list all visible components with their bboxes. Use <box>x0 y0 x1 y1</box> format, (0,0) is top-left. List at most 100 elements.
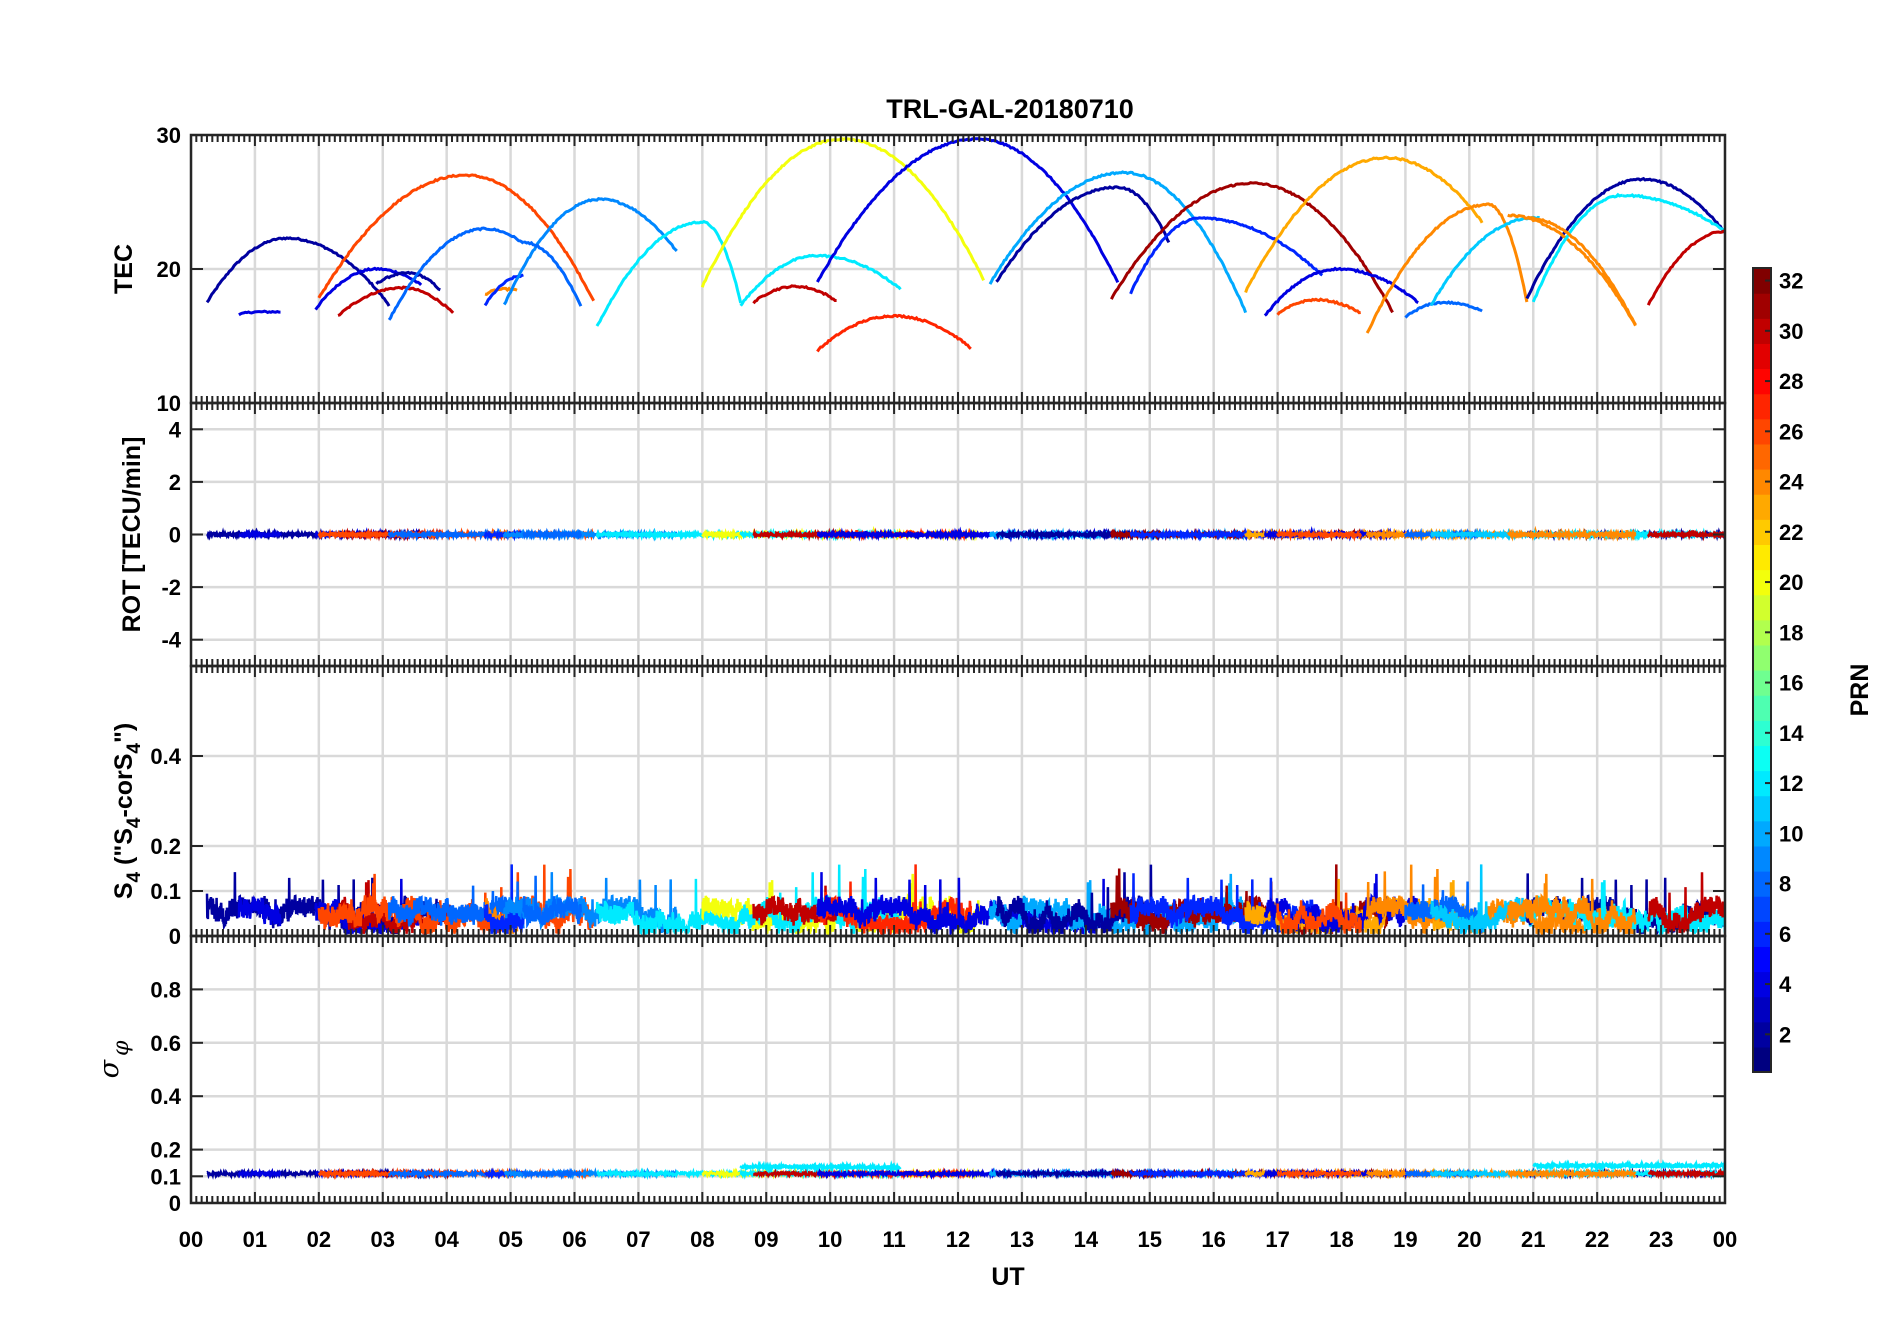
colorbar-segment <box>1753 594 1771 621</box>
colorbar-tick-label: 18 <box>1779 620 1803 645</box>
x-tick-label: 14 <box>1074 1227 1099 1252</box>
tec-arc-prn-12 <box>1531 192 1623 303</box>
colorbar-segment <box>1753 946 1771 973</box>
tec-arc-prn-31 <box>1110 181 1394 314</box>
tec-panel: 10 20 30 TEC <box>110 123 1727 416</box>
colorbar-segment <box>1753 469 1771 495</box>
colorbar-tick-label: 8 <box>1779 872 1791 897</box>
sigma-series-prn-30 <box>1647 1167 1725 1181</box>
tec-arc-prn-12 <box>595 219 743 327</box>
colorbar-segment <box>1753 494 1771 520</box>
colorbar-segment <box>1753 820 1771 847</box>
sigma-series-prn-26 <box>1276 1167 1362 1180</box>
y-tick-label: 0.2 <box>150 1138 181 1163</box>
y-tick-label: 10 <box>157 391 181 416</box>
s4-series-prn-8 <box>522 875 583 929</box>
y-tick-label: 0 <box>169 523 181 548</box>
y-tick-label: -2 <box>161 575 181 600</box>
colorbar-tick-label: 6 <box>1779 922 1791 947</box>
x-tick-label: 00 <box>179 1227 203 1252</box>
y-tick-label: -4 <box>161 628 181 653</box>
colorbar-segment <box>1753 996 1771 1023</box>
tec-arc-prn-23 <box>1244 155 1484 294</box>
rot-series-prn-26 <box>1276 527 1363 542</box>
tec-y-label: TEC <box>110 244 138 294</box>
colorbar-segment <box>1753 745 1771 772</box>
x-tick-label: 15 <box>1138 1227 1162 1252</box>
tec-arc-prn-2 <box>995 185 1171 283</box>
tec-arc-prn-20 <box>700 136 985 288</box>
colorbar-tick-label: 16 <box>1779 671 1803 696</box>
x-tick-label: 04 <box>434 1227 459 1252</box>
x-tick-labels: 00 01 02 03 04 05 06 07 08 09 10 11 12 13 14 15 16 17 18 19… <box>179 1227 1737 1252</box>
colorbar-tick-label: 10 <box>1779 821 1803 846</box>
colorbar-segment <box>1753 1046 1771 1073</box>
colorbar-segment <box>1753 845 1771 872</box>
y-tick-label: 30 <box>157 123 181 148</box>
s4-plot-area <box>191 666 1725 936</box>
colorbar-label: PRN <box>1846 664 1874 717</box>
sigma-series-prn-8 <box>522 1167 582 1180</box>
colorbar-tick-label: 26 <box>1779 419 1803 444</box>
s4-panel: 0 0.1 0.2 0.4S4 ("S4-corS4") <box>110 664 1727 949</box>
rot-series-prn-30 <box>1646 529 1725 542</box>
y-tick-label: 20 <box>157 257 181 282</box>
tec-arc-prn-4 <box>238 309 281 317</box>
x-tick-label: 22 <box>1585 1227 1609 1252</box>
tec-arc-prn-11 <box>1429 215 1540 307</box>
s4-series-prn-26 <box>1276 892 1362 934</box>
colorbar-segment <box>1753 393 1771 420</box>
y-tick-label: 0.1 <box>150 879 181 904</box>
tec-arc-prn-6 <box>1129 216 1324 295</box>
tec-arc-prn-4 <box>314 266 423 311</box>
x-tick-label: 02 <box>307 1227 331 1252</box>
colorbar-segment <box>1753 418 1771 445</box>
tec-arc-prn-26 <box>317 173 596 302</box>
s4-series-prn-6 <box>483 864 525 935</box>
y-tick-label: 0 <box>169 924 181 949</box>
x-tick-label: 05 <box>498 1227 522 1252</box>
sigma-plot-area <box>191 936 1725 1203</box>
x-tick-label: 19 <box>1393 1227 1417 1252</box>
tec-arc-prn-27 <box>816 313 972 353</box>
colorbar-segment <box>1753 268 1771 294</box>
rot-series-prn-4 <box>238 528 282 541</box>
y-tick-label: 0.2 <box>150 834 181 859</box>
colorbar-segment <box>1753 519 1771 545</box>
s4-series-prn-12 <box>595 878 742 936</box>
rot-panel: -4 -2 0 2 4 ROT [TECU/min] <box>118 401 1727 668</box>
colorbar-segment <box>1753 1021 1771 1048</box>
tec-arc-prn-30 <box>1646 229 1725 306</box>
colorbar-tick-label: 22 <box>1779 520 1803 545</box>
colorbar-segment <box>1753 871 1771 897</box>
x-tick-label: 17 <box>1265 1227 1289 1252</box>
colorbar-tick-label: 4 <box>1779 972 1792 997</box>
x-tick-label: 20 <box>1457 1227 1481 1252</box>
tec-arc-prn-8 <box>1404 300 1483 319</box>
sigma-series-prn-4 <box>237 1167 282 1180</box>
rot-plot-area <box>191 403 1725 666</box>
sigma-panel: 00.10.2 0.4 0.6 0.8 σφ <box>94 934 1727 1216</box>
colorbar-segment <box>1753 921 1771 947</box>
tec-arc-prn-30 <box>752 284 837 305</box>
x-tick-label: 11 <box>882 1227 905 1252</box>
colorbar-segment <box>1753 971 1771 998</box>
colorbar-segment <box>1753 695 1771 721</box>
colorbar-tick-label: 14 <box>1779 721 1804 746</box>
colorbar-tick-label: 2 <box>1779 1022 1791 1047</box>
x-tick-label: 00 <box>1713 1227 1737 1252</box>
colorbar-segment <box>1753 293 1771 319</box>
y-tick-label: 0.4 <box>150 1084 181 1109</box>
colorbar-tick-label: 20 <box>1779 570 1803 595</box>
colorbar-segment <box>1753 795 1771 822</box>
x-tick-label: 09 <box>754 1227 778 1252</box>
x-tick-label: 03 <box>371 1227 395 1252</box>
colorbar-segment <box>1753 343 1771 370</box>
y-tick-label: 0.1 <box>150 1164 181 1189</box>
rot-y-label: ROT [TECU/min] <box>118 437 146 633</box>
colorbar-segment <box>1753 318 1771 344</box>
tec-arc-prn-26 <box>1276 297 1361 316</box>
s4-series-prn-24 <box>1525 873 1637 934</box>
s4-series-prn-8 <box>387 881 525 929</box>
